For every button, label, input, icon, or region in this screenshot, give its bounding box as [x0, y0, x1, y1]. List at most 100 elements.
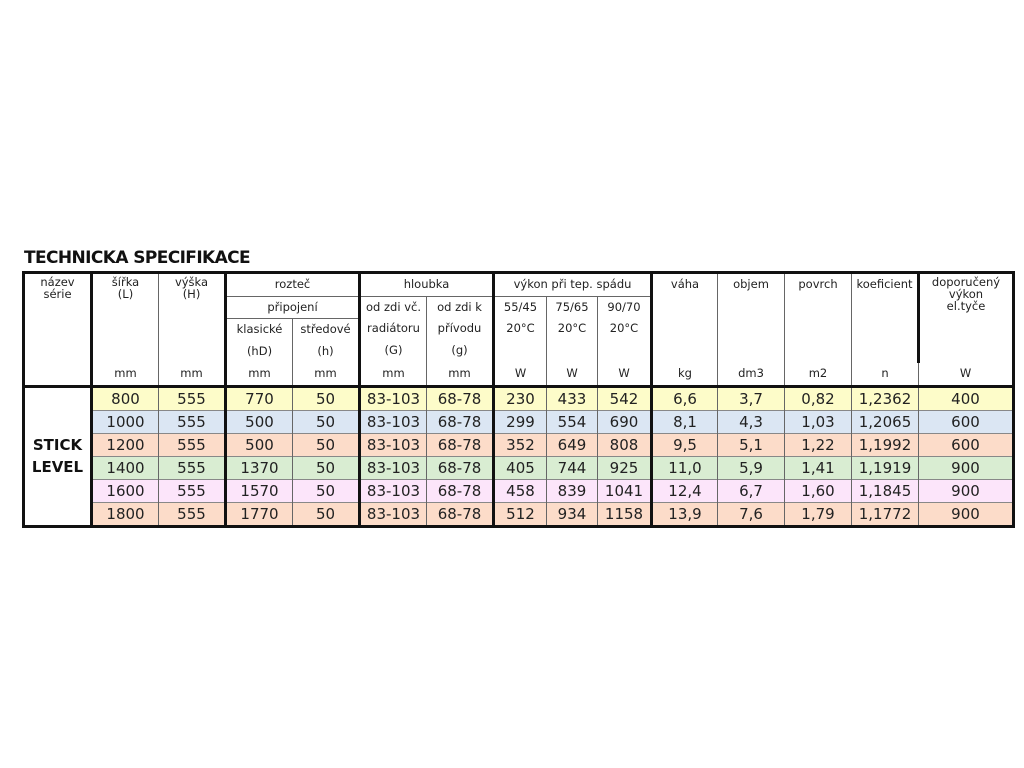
- header-nazev: název série: [23, 272, 92, 363]
- table-cell: 405: [492, 455, 547, 479]
- table-cell: 1800: [90, 501, 159, 526]
- table-cell: 555: [158, 385, 226, 410]
- header-koeficient: koeficient: [851, 272, 919, 363]
- table-cell: 7,6: [717, 501, 785, 526]
- table-cell: 8,1: [650, 409, 718, 433]
- spec-table: název série šířka (L) výška (H) rozteč hlou…: [22, 271, 1015, 528]
- header-vykon: výkon při tep. spádu: [492, 272, 652, 297]
- table-cell: 649: [546, 432, 598, 456]
- unit-cell: mm: [158, 362, 226, 388]
- table-cell: 352: [492, 432, 547, 456]
- header-klasicke: klasické (hD): [224, 318, 293, 363]
- table-row: 1200 555 500 50 83-103 68-78 352 649 808 9,5 5,1 1,…: [24, 432, 1014, 456]
- table-cell: 6,6: [650, 385, 718, 410]
- table-cell: 13,9: [650, 501, 718, 526]
- table-cell: 1041: [597, 478, 652, 502]
- series-name: STICK LEVEL: [23, 385, 92, 526]
- table-cell: 800: [90, 385, 159, 410]
- table-cell: 83-103: [358, 501, 427, 526]
- table-cell: 50: [292, 409, 360, 433]
- table-cell: 1370: [224, 455, 293, 479]
- table-cell: 839: [546, 478, 598, 502]
- table-cell: 925: [597, 455, 652, 479]
- table-cell: 690: [597, 409, 652, 433]
- table-cell: 934: [546, 501, 598, 526]
- table-row: STICK LEVEL 800 555 770 50 83-103 68-78 230 433 54…: [23, 385, 1014, 526]
- header-doporuceny: doporučený výkon el.tyče: [917, 272, 1014, 363]
- table-cell: 83-103: [358, 478, 427, 502]
- table-cell: 68-78: [426, 432, 494, 456]
- header-hloubka: hloubka: [358, 272, 494, 297]
- table-cell: 83-103: [358, 432, 427, 456]
- unit-cell: n: [851, 362, 919, 388]
- unit-cell: mm: [90, 362, 159, 388]
- table-cell: 1200: [90, 432, 159, 456]
- unit-cell: W: [918, 362, 1014, 388]
- table-cell: 433: [546, 385, 598, 410]
- table-cell: 500: [224, 409, 293, 433]
- table-cell: 9,5: [650, 432, 718, 456]
- unit-cell: mm: [292, 362, 360, 388]
- table-row: 1000 555 500 50 83-103 68-78 299 554 690 8,1 4,3 1,…: [24, 409, 1014, 433]
- table-cell: 554: [546, 409, 598, 433]
- table-cell: 68-78: [426, 409, 494, 433]
- header-hloubka-g: od zdi k přívodu (g): [426, 296, 494, 363]
- header-vaha: váha: [650, 272, 718, 363]
- table-cell: 50: [292, 385, 360, 410]
- table-cell: 1770: [224, 501, 293, 526]
- table-cell: 555: [158, 478, 226, 502]
- table-cell: 12,4: [650, 478, 718, 502]
- header-stredove: středové (h): [292, 318, 360, 363]
- table-cell: 50: [292, 501, 360, 526]
- table-cell: 4,3: [717, 409, 785, 433]
- table-cell: 555: [158, 432, 226, 456]
- table-cell: 11,0: [650, 455, 718, 479]
- table-cell: 68-78: [426, 385, 494, 410]
- table-cell: 1,2362: [851, 385, 919, 410]
- table-cell: 900: [918, 455, 1014, 479]
- table-cell: 542: [597, 385, 652, 410]
- table-cell: 5,9: [717, 455, 785, 479]
- header-hloubka-G: od zdi vč. radiátoru (G): [358, 296, 427, 363]
- table-cell: 555: [158, 501, 226, 526]
- table-cell: 1400: [90, 455, 159, 479]
- unit-cell: [23, 362, 92, 388]
- table-cell: 600: [918, 432, 1014, 456]
- table-cell: 1,60: [784, 478, 852, 502]
- header-vyska: výška (H): [158, 272, 226, 363]
- table-cell: 555: [158, 455, 226, 479]
- table-cell: 50: [292, 432, 360, 456]
- table-cell: 1158: [597, 501, 652, 526]
- table-cell: 83-103: [358, 385, 427, 410]
- unit-cell: W: [597, 362, 652, 388]
- header-sirka: šířka (L): [90, 272, 159, 363]
- table-cell: 1570: [224, 478, 293, 502]
- table-cell: 50: [292, 478, 360, 502]
- table-row: 1600 555 1570 50 83-103 68-78 458 839 1041 12,4 6,…: [24, 478, 1014, 502]
- table-cell: 1,79: [784, 501, 852, 526]
- table-cell: 50: [292, 455, 360, 479]
- table-cell: 230: [492, 385, 547, 410]
- table-cell: 1,03: [784, 409, 852, 433]
- table-cell: 458: [492, 478, 547, 502]
- header-vykon-75-65: 75/65 20°C: [546, 296, 598, 363]
- table-cell: 1,1845: [851, 478, 919, 502]
- table-cell: 555: [158, 409, 226, 433]
- table-cell: 1,22: [784, 432, 852, 456]
- unit-cell: W: [546, 362, 598, 388]
- table-cell: 900: [918, 478, 1014, 502]
- unit-cell: mm: [358, 362, 427, 388]
- table-row: 1800 555 1770 50 83-103 68-78 512 934 1158 13,9 7,…: [24, 501, 1014, 526]
- table-cell: 68-78: [426, 455, 494, 479]
- table-cell: 1600: [90, 478, 159, 502]
- unit-cell: W: [492, 362, 547, 388]
- page-title: TECHNICKA SPECIFIKACE: [24, 248, 251, 268]
- table-cell: 68-78: [426, 501, 494, 526]
- table-cell: 1,1919: [851, 455, 919, 479]
- table-cell: 600: [918, 409, 1014, 433]
- header-povrch: povrch: [784, 272, 852, 363]
- table-cell: 1000: [90, 409, 159, 433]
- table-cell: 6,7: [717, 478, 785, 502]
- unit-cell: kg: [650, 362, 718, 388]
